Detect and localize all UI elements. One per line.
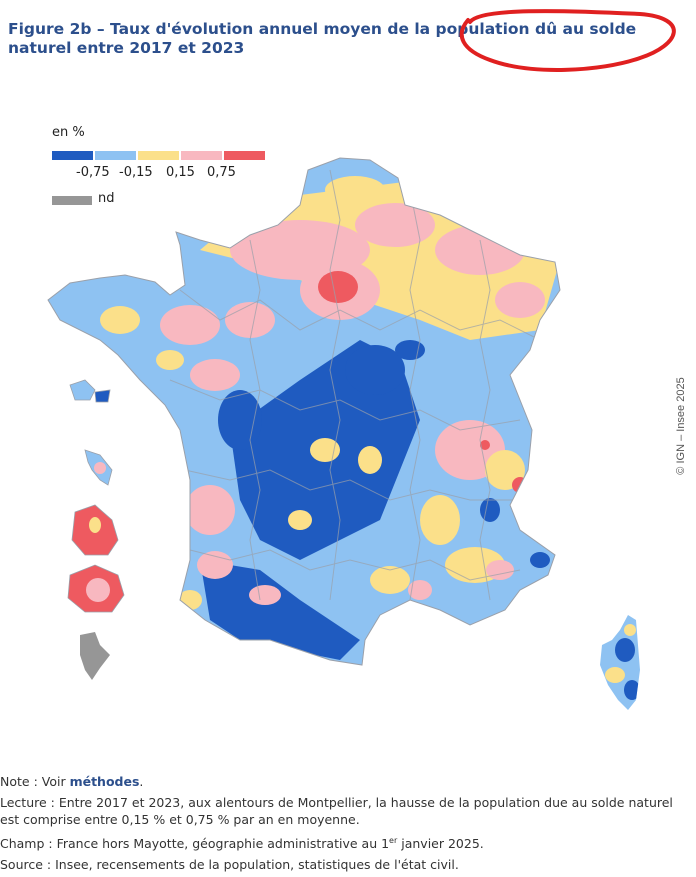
legend-nd-label: nd <box>98 191 115 206</box>
legend-swatch-4 <box>181 151 222 160</box>
note-line: Note : Voir méthodes. <box>0 774 144 789</box>
figure-notes: Note : Voir méthodes. Lecture : Entre 20… <box>0 773 690 877</box>
mayotte-map <box>80 632 110 680</box>
reunion-map <box>67 564 125 613</box>
legend-color-bar <box>52 151 265 160</box>
source-line: Source : Insee, recensements de la popul… <box>0 857 459 873</box>
legend-swatch-3 <box>138 151 179 160</box>
corse-map <box>600 615 640 710</box>
legend-unit-label: en % <box>52 125 85 140</box>
legend-nd-swatch <box>52 196 92 205</box>
lecture-line: Lecture : Entre 2017 et 2023, aux alento… <box>0 795 673 827</box>
champ-line: Champ : France hors Mayotte, géographie … <box>0 836 484 852</box>
legend-tick-4: 0,75 <box>207 165 236 180</box>
guyane-map <box>71 504 119 556</box>
legend-tick-1: -0,75 <box>76 165 110 180</box>
guadeloupe-map <box>69 379 111 403</box>
martinique-map <box>84 449 113 486</box>
legend-swatch-1 <box>52 151 93 160</box>
legend-swatch-2 <box>95 151 136 160</box>
legend-tick-3: 0,15 <box>166 165 195 180</box>
legend-swatch-5 <box>224 151 265 160</box>
methodes-link[interactable]: méthodes <box>69 774 140 789</box>
legend-tick-2: -0,15 <box>119 165 153 180</box>
